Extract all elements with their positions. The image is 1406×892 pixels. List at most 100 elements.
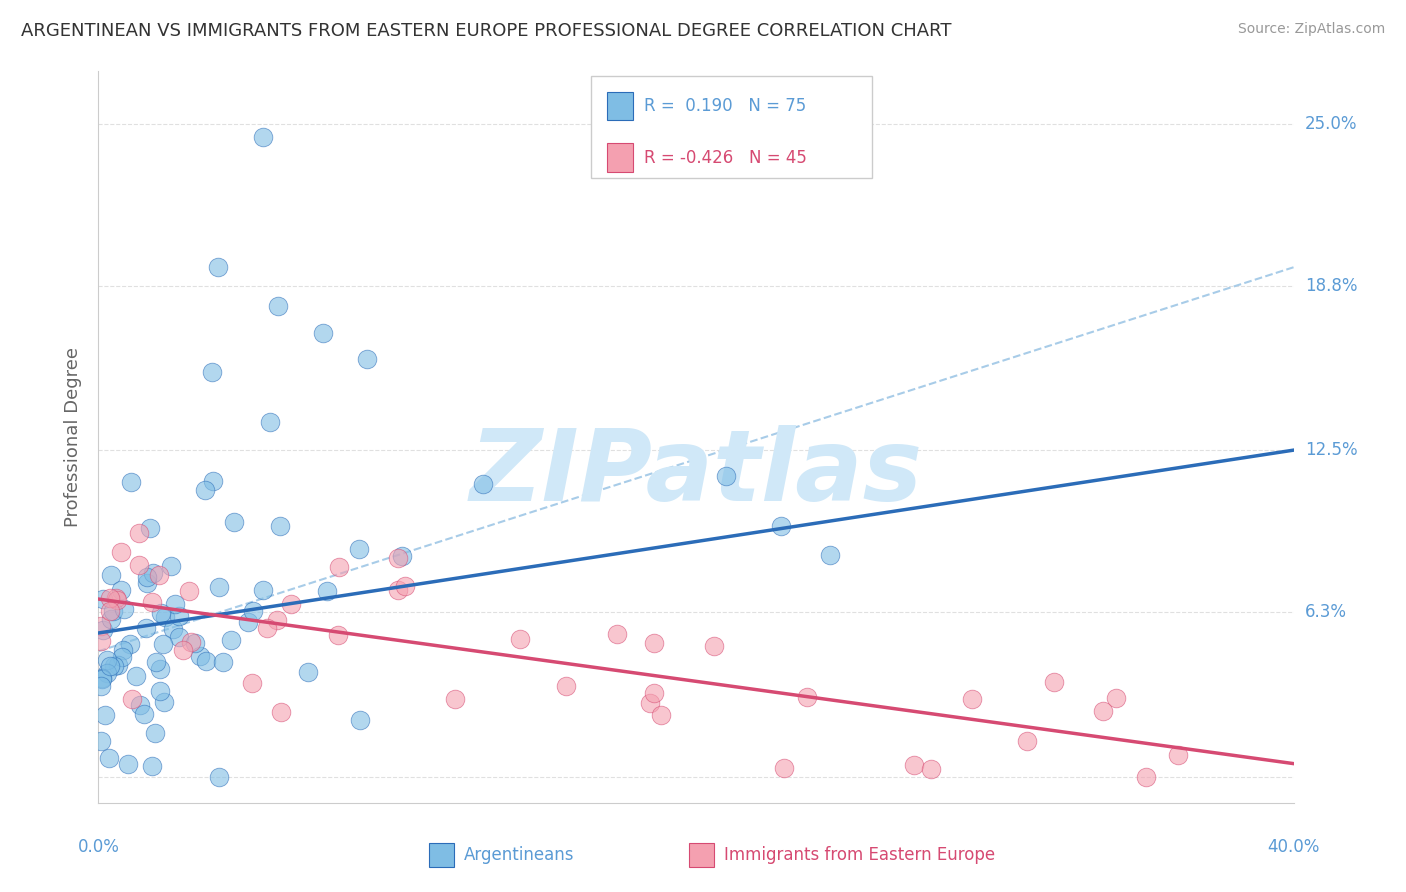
Point [90,619,112,633]
Point [650,708,672,723]
Point [606,627,628,641]
Point [266,613,288,627]
Point [920,763,942,777]
Point [128,526,150,541]
Point [180,634,202,648]
Point [201,365,224,379]
Point [159,558,181,573]
Point [252,129,274,144]
Point [387,551,409,566]
Point [153,695,176,709]
Point [145,726,167,740]
Point [224,515,246,529]
Point [149,662,172,676]
Point [1135,770,1157,784]
Point [394,579,416,593]
Point [962,692,984,706]
Point [165,597,187,611]
Point [509,632,531,646]
Point [90,679,112,693]
Point [120,637,142,651]
Point [259,415,281,429]
Point [201,474,224,488]
Point [121,692,143,706]
Point [98,591,121,605]
Point [162,622,184,636]
Point [124,669,146,683]
Point [155,610,177,624]
Point [820,548,842,562]
Point [387,582,409,597]
Point [120,475,142,489]
Point [240,675,263,690]
Point [770,519,793,533]
Point [90,733,112,747]
Point [111,650,134,665]
Point [1167,747,1189,762]
Point [796,690,818,705]
Point [135,621,157,635]
Text: 0.0%: 0.0% [77,838,120,855]
Point [471,477,494,491]
Point [100,567,122,582]
Point [117,757,139,772]
Point [96,653,118,667]
Point [356,351,378,366]
Point [103,604,125,618]
Point [195,654,218,668]
Point [150,606,173,620]
Point [328,627,350,641]
Point [269,518,291,533]
Point [256,622,278,636]
Point [252,582,274,597]
Text: R =  0.190   N = 75: R = 0.190 N = 75 [644,97,806,115]
Point [141,595,163,609]
Point [104,591,127,605]
Point [280,597,302,611]
Point [90,634,112,648]
Point [179,584,201,599]
Point [311,326,333,340]
Point [139,521,162,535]
Point [93,708,115,723]
Point [267,300,290,314]
Point [90,672,112,686]
Point [236,615,259,629]
Point [207,260,229,275]
Text: Immigrants from Eastern Europe: Immigrants from Eastern Europe [724,846,995,863]
Point [184,636,207,650]
Point [714,469,737,483]
Point [98,604,121,618]
Text: Argentineans: Argentineans [464,846,575,863]
Point [114,602,136,616]
Text: Source: ZipAtlas.com: Source: ZipAtlas.com [1237,22,1385,37]
Point [208,580,231,594]
Point [1043,675,1066,690]
Point [270,705,292,719]
Point [444,691,467,706]
Point [98,659,121,673]
Point [190,648,212,663]
Point [242,604,264,618]
Point [148,568,170,582]
Point [391,549,413,563]
Point [136,570,159,584]
Point [643,636,665,650]
Text: R = -0.426   N = 45: R = -0.426 N = 45 [644,149,807,167]
Point [1105,690,1128,705]
Point [107,657,129,672]
Point [149,684,172,698]
Point [128,558,150,573]
Point [316,584,339,599]
Text: ARGENTINEAN VS IMMIGRANTS FROM EASTERN EUROPE PROFESSIONAL DEGREE CORRELATION CH: ARGENTINEAN VS IMMIGRANTS FROM EASTERN E… [21,22,952,40]
Point [96,666,118,681]
Text: ZIPatlas: ZIPatlas [470,425,922,522]
Point [1015,734,1038,748]
Point [100,612,122,626]
Point [208,770,231,784]
Point [142,566,165,580]
Point [194,483,217,497]
Y-axis label: Professional Degree: Professional Degree [65,347,83,527]
Point [145,655,167,669]
Point [349,714,371,728]
